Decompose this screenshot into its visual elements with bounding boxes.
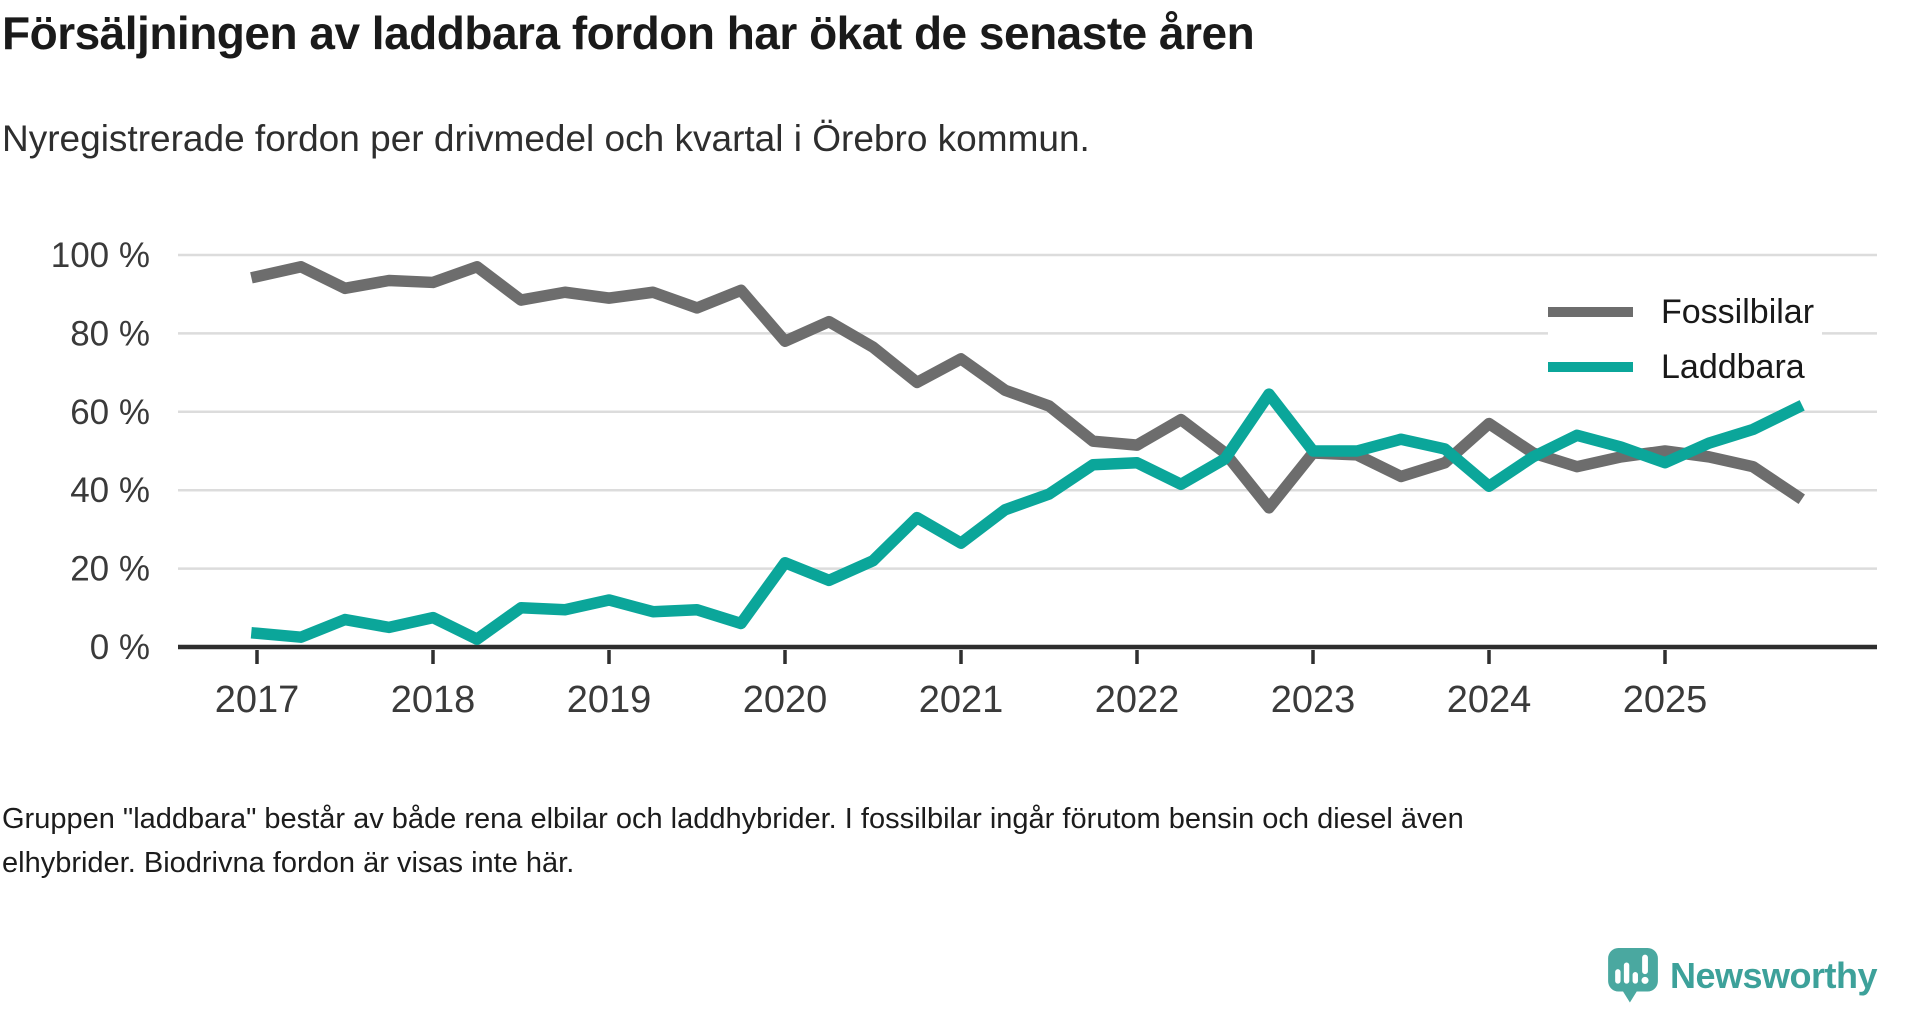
footnote-line-2: elhybrider. Biodrivna fordon är visas in… — [2, 847, 575, 879]
svg-text:100 %: 100 % — [51, 236, 150, 275]
newsworthy-bar-chart-icon — [1608, 948, 1658, 1003]
legend-item-fossilbilar: Fossilbilar — [1548, 289, 1823, 335]
legend-swatch-fossilbilar — [1548, 307, 1633, 317]
chart-legend: Fossilbilar Laddbara — [1548, 289, 1823, 399]
svg-text:2025: 2025 — [1623, 679, 1708, 721]
svg-text:0 %: 0 % — [90, 628, 150, 667]
svg-text:2020: 2020 — [743, 679, 828, 721]
newsworthy-logo: Newsworthy — [1608, 948, 1878, 1004]
chart-title: Försäljningen av laddbara fordon har öka… — [2, 7, 1255, 59]
footnote-line-1: Gruppen "laddbara" består av både rena e… — [2, 803, 1464, 835]
svg-text:20 %: 20 % — [70, 550, 150, 589]
svg-text:2017: 2017 — [215, 679, 300, 721]
legend-label-fossilbilar: Fossilbilar — [1661, 292, 1815, 331]
svg-text:40 %: 40 % — [70, 471, 150, 510]
legend-label-laddbara: Laddbara — [1661, 347, 1805, 386]
svg-text:2018: 2018 — [391, 679, 476, 721]
svg-text:2024: 2024 — [1447, 679, 1532, 721]
svg-text:2022: 2022 — [1095, 679, 1180, 721]
legend-swatch-laddbara — [1548, 362, 1633, 372]
svg-text:60 %: 60 % — [70, 393, 150, 432]
chart-footnote: Gruppen "laddbara" består av både rena e… — [2, 797, 1464, 885]
svg-text:2021: 2021 — [919, 679, 1004, 721]
legend-item-laddbara: Laddbara — [1548, 344, 1823, 390]
svg-text:2023: 2023 — [1271, 679, 1356, 721]
svg-text:2019: 2019 — [567, 679, 652, 721]
chart-subtitle: Nyregistrerade fordon per drivmedel och … — [2, 118, 1090, 159]
svg-text:80 %: 80 % — [70, 314, 150, 353]
newsworthy-logo-text: Newsworthy — [1670, 955, 1878, 996]
